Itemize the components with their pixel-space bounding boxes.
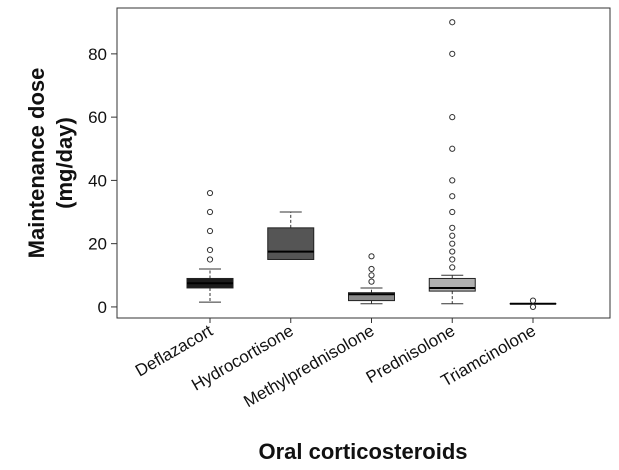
- outlier: [449, 114, 456, 121]
- y-axis-title-line: (mg/day): [52, 117, 77, 209]
- y-axis-title-line: Maintenance dose: [24, 68, 49, 259]
- x-tick-label: Methylprednisolone: [240, 321, 377, 411]
- outlier: [449, 19, 456, 26]
- box: [348, 292, 395, 302]
- box: [428, 277, 476, 292]
- outlier: [449, 264, 456, 271]
- outlier: [449, 232, 456, 239]
- y-tick-label: 20: [88, 235, 107, 254]
- outlier: [368, 278, 375, 285]
- outlier: [206, 227, 214, 235]
- outlier: [449, 256, 456, 263]
- outlier: [206, 208, 214, 216]
- outlier: [529, 303, 537, 311]
- outlier: [368, 253, 375, 260]
- outlier: [368, 272, 375, 279]
- y-tick-label: 0: [98, 298, 107, 317]
- outlier: [206, 246, 214, 254]
- box: [267, 227, 315, 260]
- outlier: [449, 50, 456, 57]
- outlier: [368, 265, 375, 273]
- outlier: [449, 248, 456, 255]
- y-tick-label: 80: [88, 45, 107, 64]
- y-axis-title: Maintenance dose (mg/day): [24, 68, 77, 259]
- outlier: [449, 208, 456, 216]
- outlier: [449, 177, 456, 184]
- y-tick-label: 40: [88, 171, 107, 190]
- outlier: [206, 189, 214, 197]
- x-axis-title: Oral corticosteroids: [258, 439, 467, 464]
- y-tick-label: 60: [88, 108, 107, 127]
- outlier: [449, 240, 456, 247]
- outlier: [449, 193, 456, 200]
- outlier: [529, 297, 537, 304]
- plot-frame: [116, 7, 611, 319]
- outlier: [449, 224, 456, 231]
- outlier: [449, 145, 456, 152]
- outlier: [206, 256, 214, 263]
